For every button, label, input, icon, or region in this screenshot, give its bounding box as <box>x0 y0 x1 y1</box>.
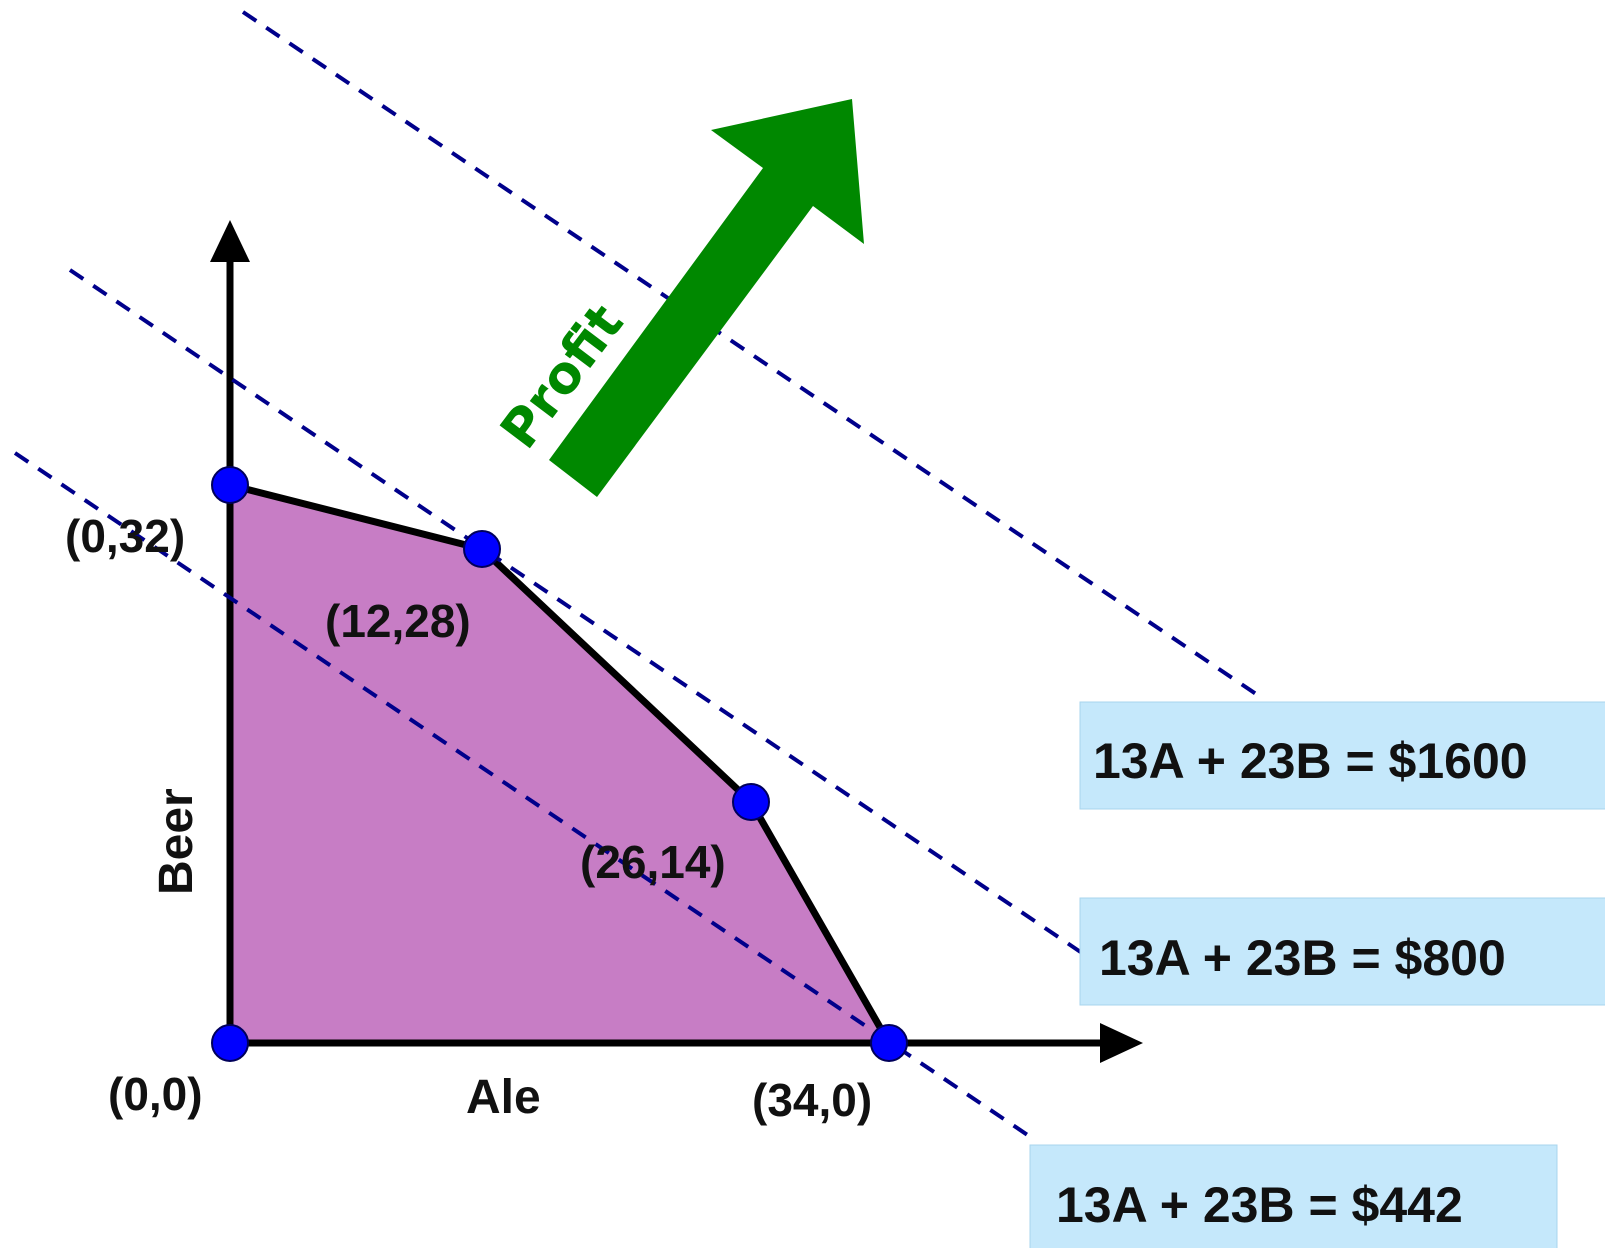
vertex-label-26-14: (26,14) <box>580 836 726 888</box>
feasible-region <box>226 481 893 1047</box>
equation-label-800: 13A + 23B = $800 <box>1099 930 1506 986</box>
vertex-label-12-28: (12,28) <box>325 595 471 647</box>
vertex-0-0 <box>211 1024 249 1062</box>
vertex-26-14 <box>732 783 770 821</box>
equation-box-442 <box>1029 1144 1558 1248</box>
x-axis-label: Ale <box>466 1071 541 1124</box>
vertex-0-32 <box>211 466 249 504</box>
equation-label-1600: 13A + 23B = $1600 <box>1093 733 1528 789</box>
isoprofit-line-1600 <box>241 10 1267 702</box>
vertex-label-0-0: (0,0) <box>108 1068 203 1120</box>
vertex-34-0 <box>870 1024 908 1062</box>
isoprofit-line-800 <box>68 268 1087 957</box>
equation-label-442: 13A + 23B = $442 <box>1056 1177 1463 1233</box>
vertex-12-28 <box>463 530 501 568</box>
profit-arrow <box>549 99 864 497</box>
vertex-label-34-0: (34,0) <box>752 1074 872 1126</box>
ale-axis-arrowhead <box>1100 1023 1143 1063</box>
vertex-label-0-32: (0,32) <box>65 510 185 562</box>
beer-axis-arrowhead <box>210 220 250 262</box>
isoprofit-line-442 <box>13 451 1037 1142</box>
equation-box-800 <box>1079 897 1605 1006</box>
equation-box-1600 <box>1079 701 1605 810</box>
y-axis-label: Beer <box>150 788 203 895</box>
